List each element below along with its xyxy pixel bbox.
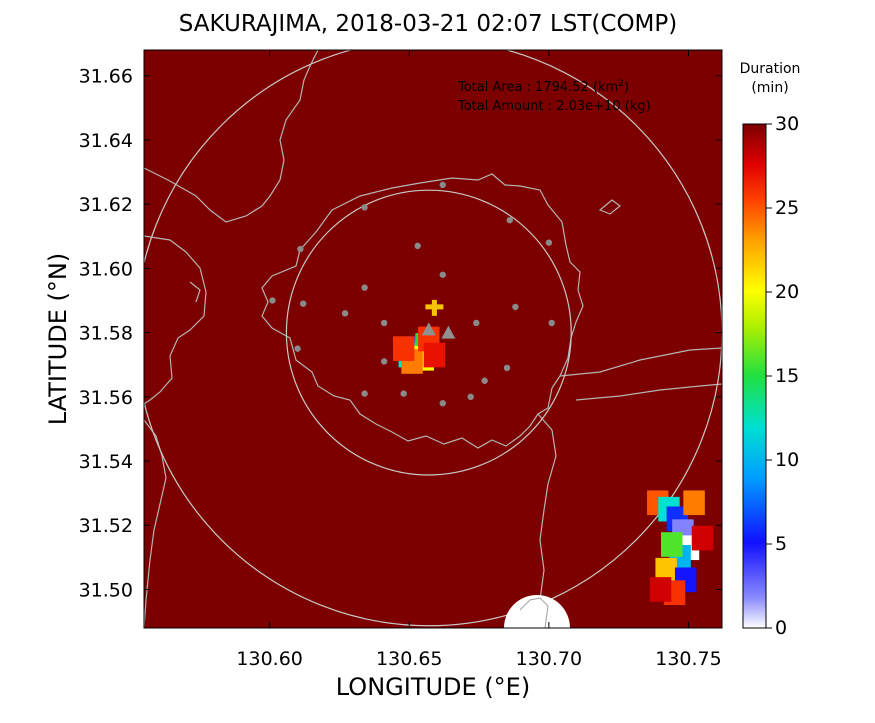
total-area-label: Total Area : 1794.52 (km2) [457, 79, 629, 95]
mainland-coast-east [537, 413, 557, 601]
crater-marker [421, 322, 436, 336]
colorbar-gradient [742, 123, 767, 629]
station-marker [506, 216, 513, 224]
y-tick-label: 31.50 [79, 579, 133, 601]
y-tick-label: 31.54 [79, 451, 133, 473]
range-ring [144, 50, 722, 627]
station-marker [473, 319, 480, 327]
x-tick-label: 130.75 [655, 648, 721, 670]
station-marker [294, 345, 301, 352]
colorbar-tick-label: 0 [775, 617, 787, 639]
y-axis-label: LATITUDE (°N) [44, 253, 72, 425]
x-axis-label: LONGITUDE (°E) [336, 673, 530, 701]
plume-cell [683, 490, 705, 516]
plume-cell [655, 557, 677, 583]
y-tick-label: 31.66 [79, 66, 133, 88]
total-amount-label: Total Amount : 2.03e+10 (kg) [457, 99, 651, 114]
colorbar-tick-label: 10 [775, 449, 799, 471]
station-marker [341, 310, 349, 317]
plume-cell [661, 532, 683, 557]
mainland-coast-north [144, 50, 319, 223]
station-marker [481, 377, 488, 384]
plot-frame [143, 49, 723, 629]
station-marker [439, 181, 446, 189]
radar-blind-area [504, 595, 570, 628]
plume-cell [691, 525, 714, 551]
x-tick-label: 130.65 [376, 648, 442, 670]
map-plot-area: 130.60 130.65 130.70 130.75 31.66 31.64 31.62 3… [79, 49, 723, 670]
plume-cell [423, 342, 446, 368]
x-tick-label: 130.70 [516, 648, 582, 670]
station-marker [299, 300, 307, 307]
colorbar-tick-label: 5 [775, 533, 787, 555]
station-marker [380, 358, 388, 365]
mainland-coast-southwest [144, 419, 167, 628]
sakurajima-coastline [261, 173, 584, 449]
station-marker [503, 364, 511, 372]
mainland-coast-west [144, 235, 207, 405]
station-marker [545, 239, 553, 246]
station-marker [269, 297, 276, 304]
station-markers [269, 181, 555, 407]
station-marker [361, 390, 368, 397]
station-marker [400, 390, 407, 397]
station-marker [548, 319, 555, 327]
x-tick-label: 130.60 [236, 648, 302, 670]
station-marker [467, 393, 474, 400]
station-marker [414, 242, 421, 250]
station-marker [439, 400, 446, 407]
north-shore-segment [189, 281, 201, 303]
colorbar-title: Duration [740, 61, 801, 77]
y-tick-label: 31.58 [79, 323, 133, 345]
eastern-shore-2 [575, 383, 722, 401]
plume-cell [392, 336, 415, 361]
y-tick-label: 31.60 [79, 258, 133, 280]
station-marker [361, 204, 368, 211]
station-marker [361, 284, 368, 291]
station-marker [297, 245, 304, 253]
plume-cell [649, 577, 672, 602]
colorbar-unit: (min) [751, 80, 788, 96]
eastern-shore [559, 347, 722, 377]
station-marker [439, 271, 446, 278]
northeast-shore [598, 199, 621, 215]
station-marker [380, 319, 388, 327]
range-rings [144, 50, 722, 627]
station-marker [512, 303, 519, 311]
y-tick-label: 31.62 [79, 194, 133, 216]
y-tick-label: 31.64 [79, 130, 133, 152]
colorbar-tick-label: 20 [775, 281, 799, 303]
colorbar-tick-label: 25 [775, 197, 799, 219]
axis-ticks: 130.60 130.65 130.70 130.75 31.66 31.64 31.62 3… [79, 50, 722, 670]
plume-cells [392, 326, 714, 606]
range-ring [285, 189, 572, 476]
colorbar-tick-label: 15 [775, 365, 799, 387]
colorbar: Duration (min) 30 25 20 15 10 5 0 [740, 61, 801, 639]
blind-area-coast [519, 597, 549, 628]
coastline [144, 50, 722, 628]
colorbar-tick-label: 30 [775, 113, 799, 135]
vent-marker [425, 299, 444, 316]
map-title: SAKURAJIMA, 2018-03-21 02:07 LST(COMP) [179, 11, 677, 37]
y-tick-label: 31.52 [79, 515, 133, 537]
crater-marker [441, 325, 456, 339]
y-tick-label: 31.56 [79, 387, 133, 409]
